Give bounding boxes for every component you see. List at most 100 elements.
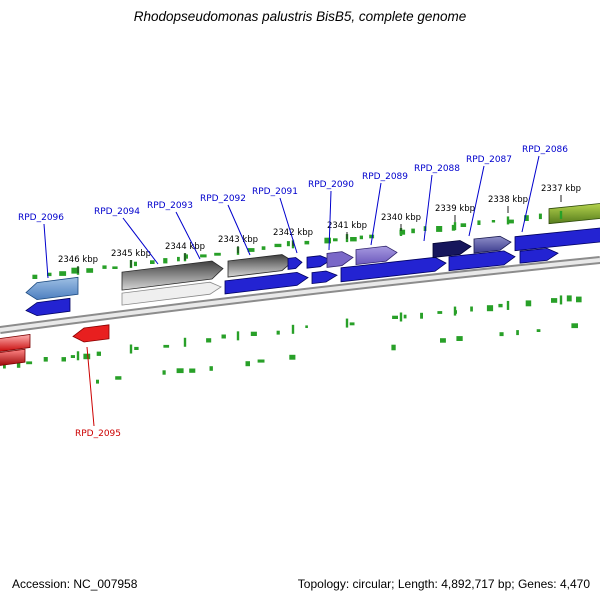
gene-label-rpd_2096[interactable]: RPD_2096 bbox=[18, 213, 64, 223]
gene-arrow[interactable] bbox=[287, 257, 303, 270]
gene-label-rpd_2094[interactable]: RPD_2094 bbox=[94, 207, 140, 217]
feature-dot bbox=[261, 246, 266, 250]
minor-tick-outer bbox=[559, 210, 563, 219]
gene-label-rpd_2086[interactable]: RPD_2086 bbox=[522, 145, 568, 155]
feature-dot bbox=[245, 361, 250, 367]
minor-tick-inner bbox=[291, 324, 295, 334]
feature-dot bbox=[59, 271, 67, 276]
label-leader-lines bbox=[43, 155, 540, 427]
feature-dot bbox=[16, 362, 21, 368]
minor-tick-outer bbox=[506, 216, 510, 225]
gene-label-rpd_2090[interactable]: RPD_2090 bbox=[308, 180, 354, 190]
gene-arrow[interactable] bbox=[25, 297, 71, 317]
feature-dot bbox=[498, 303, 503, 308]
feature-dot bbox=[571, 323, 578, 329]
feature-dot bbox=[516, 330, 519, 336]
feature-dot bbox=[214, 252, 221, 256]
leader-line bbox=[227, 204, 251, 256]
feature-dot bbox=[437, 311, 443, 314]
feature-dot bbox=[349, 322, 355, 326]
minor-tick-inner bbox=[129, 344, 133, 354]
gene-arrow-rpd_2090[interactable] bbox=[326, 251, 354, 268]
genome-backbone bbox=[0, 256, 600, 334]
feature-dot bbox=[250, 331, 257, 336]
feature-dot bbox=[61, 357, 66, 362]
gene-arrow[interactable] bbox=[448, 250, 516, 272]
gene-arrow[interactable] bbox=[519, 247, 559, 264]
feature-dot bbox=[436, 226, 443, 232]
feature-dot bbox=[43, 357, 48, 362]
gene-arrow-rpd_2092[interactable] bbox=[227, 254, 294, 278]
feature-dot bbox=[115, 376, 122, 380]
gene-label-rpd_2091[interactable]: RPD_2091 bbox=[252, 187, 298, 197]
feature-dot bbox=[538, 213, 542, 220]
gene-arrow[interactable] bbox=[340, 256, 447, 283]
page-title: Rhodopseudomonas palustris BisB5, comple… bbox=[133, 9, 467, 24]
feature-dot bbox=[47, 272, 52, 277]
feature-dot bbox=[176, 368, 184, 374]
feature-dot bbox=[304, 240, 310, 245]
feature-dot bbox=[71, 267, 78, 274]
feature-dot bbox=[83, 353, 91, 360]
feature-dot bbox=[96, 379, 99, 384]
minor-tick-inner bbox=[345, 318, 349, 328]
minor-tick-inner bbox=[399, 312, 403, 322]
gene-arrow-rpd_2088[interactable] bbox=[432, 240, 472, 258]
gene-arrow-rpd_2096[interactable] bbox=[25, 276, 79, 301]
accession-text: Accession: NC_007958 bbox=[12, 577, 138, 591]
gene-label-rpd_2092[interactable]: RPD_2092 bbox=[200, 194, 246, 204]
ruler-tick-label: 2344 kbp bbox=[165, 242, 205, 252]
gene-arrow-rpd_2091[interactable] bbox=[306, 255, 332, 269]
minor-tick-inner bbox=[453, 306, 457, 316]
gene-arrow[interactable] bbox=[548, 203, 600, 225]
gene-arrow-rpd_2094[interactable] bbox=[121, 260, 224, 291]
leader-line bbox=[521, 155, 540, 233]
gene-arrow[interactable] bbox=[0, 348, 26, 366]
leader-line bbox=[175, 211, 201, 260]
feature-dot bbox=[411, 228, 415, 234]
ruler-ticks: 2346 kbp 2345 kbp 2344 kbp 2343 kbp 2342 kbp… bbox=[58, 184, 581, 361]
genome-summary-text: Topology: circular; Length: 4,892,717 bp… bbox=[297, 577, 590, 591]
feature-dot bbox=[163, 344, 170, 348]
feature-dot bbox=[324, 237, 331, 244]
feature-dot bbox=[200, 254, 207, 258]
feature-dot bbox=[134, 346, 139, 350]
leader-line bbox=[328, 190, 332, 251]
feature-dot bbox=[185, 254, 188, 259]
feature-dot bbox=[86, 268, 94, 273]
gene-arrow[interactable] bbox=[311, 270, 338, 285]
feature-dot bbox=[257, 359, 265, 363]
feature-dot bbox=[391, 344, 396, 351]
feature-dot bbox=[276, 330, 280, 335]
leader-line bbox=[370, 182, 382, 246]
feature-dot bbox=[3, 363, 6, 369]
gene-arrow-rpd_2093[interactable] bbox=[121, 281, 222, 306]
minor-tick-outer bbox=[399, 228, 403, 237]
feature-dot bbox=[206, 338, 212, 343]
gene-label-rpd_2089[interactable]: RPD_2089 bbox=[362, 172, 408, 182]
gene-label-rpd_2088[interactable]: RPD_2088 bbox=[414, 164, 460, 174]
feature-dot bbox=[536, 329, 541, 332]
feature-dot bbox=[403, 314, 407, 319]
feature-dot bbox=[420, 312, 423, 319]
gene-arrow-rpd_2087[interactable] bbox=[473, 235, 512, 254]
gene-label-rpd_2087[interactable]: RPD_2087 bbox=[466, 155, 512, 165]
feature-dot bbox=[566, 295, 572, 302]
feature-dot bbox=[221, 334, 226, 339]
gene-arrow-rpd_2095[interactable] bbox=[72, 324, 110, 343]
feature-dot bbox=[576, 296, 582, 303]
feature-dot bbox=[350, 237, 357, 242]
gene-arrow-rpd_2089[interactable] bbox=[355, 245, 398, 266]
gene-arrow[interactable] bbox=[224, 271, 309, 295]
ruler-tick-label: 2338 kbp bbox=[488, 195, 528, 205]
gene-label-rpd_2095[interactable]: RPD_2095 bbox=[75, 429, 121, 439]
feature-dot bbox=[359, 235, 363, 240]
ruler-tick-label: 2337 kbp bbox=[541, 184, 581, 194]
gene-label-rpd_2093[interactable]: RPD_2093 bbox=[147, 201, 193, 211]
feature-dot bbox=[333, 238, 338, 242]
gene-arrow[interactable] bbox=[0, 334, 31, 353]
feature-dot bbox=[96, 351, 101, 356]
gene-arrow-rpd_2086[interactable] bbox=[514, 227, 600, 252]
